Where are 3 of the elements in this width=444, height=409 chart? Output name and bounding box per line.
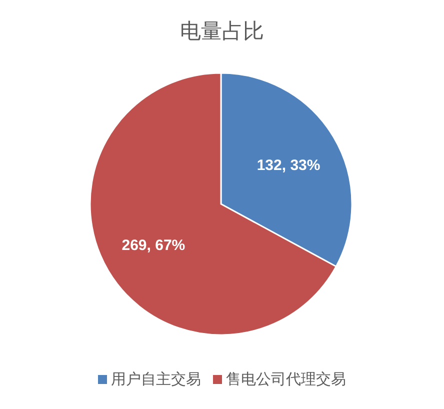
legend-label: 用户自主交易	[111, 371, 201, 388]
title: 电量占比	[180, 20, 264, 43]
legend-label: 售电公司代理交易	[226, 371, 346, 388]
